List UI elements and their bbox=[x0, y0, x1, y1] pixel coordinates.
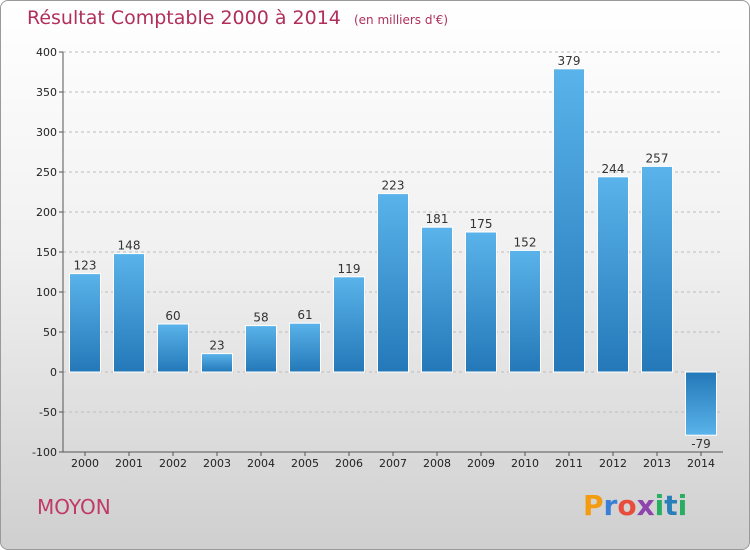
bar-value-label: -79 bbox=[691, 437, 711, 451]
x-tick-label: 2003 bbox=[203, 457, 231, 470]
x-tick-label: 2013 bbox=[643, 457, 671, 470]
bar bbox=[421, 226, 453, 373]
y-tick-label: 300 bbox=[36, 126, 57, 139]
bar-value-label: 148 bbox=[118, 239, 141, 253]
bar-value-label: 23 bbox=[209, 339, 224, 353]
x-tick-label: 2001 bbox=[115, 457, 143, 470]
chart-title-main: Résultat Comptable 2000 à 2014 bbox=[27, 7, 341, 29]
x-tick-label: 2010 bbox=[511, 457, 539, 470]
bar bbox=[69, 273, 101, 373]
bar-value-label: 123 bbox=[74, 259, 97, 273]
logo-letter: o bbox=[617, 489, 637, 522]
bar bbox=[113, 253, 145, 373]
x-tick-label: 2002 bbox=[159, 457, 187, 470]
logo-letter: i bbox=[677, 489, 688, 522]
bar bbox=[333, 276, 365, 373]
bar bbox=[289, 322, 321, 373]
bar bbox=[553, 68, 585, 373]
y-tick-label: 400 bbox=[36, 46, 57, 59]
x-tick-label: 2005 bbox=[291, 457, 319, 470]
bar bbox=[465, 231, 497, 373]
bar bbox=[641, 165, 673, 373]
y-tick-label: 0 bbox=[50, 366, 57, 379]
y-tick-label: -100 bbox=[32, 446, 57, 459]
x-tick-label: 2000 bbox=[71, 457, 99, 470]
bar bbox=[377, 193, 409, 373]
x-tick-label: 2004 bbox=[247, 457, 275, 470]
bar-value-label: 379 bbox=[558, 54, 581, 68]
logo-letter: t bbox=[664, 489, 678, 522]
x-tick-label: 2012 bbox=[599, 457, 627, 470]
x-tick-label: 2009 bbox=[467, 457, 495, 470]
bar-value-label: 257 bbox=[646, 151, 669, 165]
commune-name: MOYON bbox=[37, 495, 111, 519]
bar bbox=[509, 249, 541, 373]
bar bbox=[597, 176, 629, 373]
y-tick-label: -50 bbox=[39, 406, 57, 419]
bar bbox=[157, 323, 189, 373]
y-tick-label: 200 bbox=[36, 206, 57, 219]
bar-value-label: 175 bbox=[470, 217, 493, 231]
x-tick-label: 2014 bbox=[687, 457, 715, 470]
bar-value-label: 181 bbox=[426, 212, 449, 226]
logo-letter: P bbox=[583, 489, 604, 522]
bar bbox=[201, 353, 233, 373]
x-tick-label: 2011 bbox=[555, 457, 583, 470]
bar bbox=[245, 325, 277, 373]
y-tick-label: 150 bbox=[36, 246, 57, 259]
y-tick-label: 50 bbox=[43, 326, 57, 339]
y-tick-label: 100 bbox=[36, 286, 57, 299]
bar-value-label: 223 bbox=[382, 179, 405, 193]
proxiti-logo: Proxiti bbox=[583, 489, 687, 522]
y-tick-label: 250 bbox=[36, 166, 57, 179]
logo-letter: r bbox=[603, 489, 618, 522]
logo-letter: i bbox=[654, 489, 665, 522]
bar-value-label: 244 bbox=[602, 162, 625, 176]
bar-value-label: 60 bbox=[165, 309, 180, 323]
x-tick-label: 2008 bbox=[423, 457, 451, 470]
bar bbox=[685, 371, 717, 436]
y-tick-label: 350 bbox=[36, 86, 57, 99]
chart-title-unit: (en milliers d'€) bbox=[353, 13, 449, 27]
chart-title: Résultat Comptable 2000 à 2014 (en milli… bbox=[27, 7, 448, 29]
bar-value-label: 119 bbox=[338, 262, 361, 276]
logo-letter: x bbox=[636, 489, 655, 522]
bar-value-label: 61 bbox=[297, 308, 312, 322]
x-tick-label: 2007 bbox=[379, 457, 407, 470]
x-tick-label: 2006 bbox=[335, 457, 363, 470]
bar-value-label: 58 bbox=[253, 311, 268, 325]
bar-value-label: 152 bbox=[514, 235, 537, 249]
